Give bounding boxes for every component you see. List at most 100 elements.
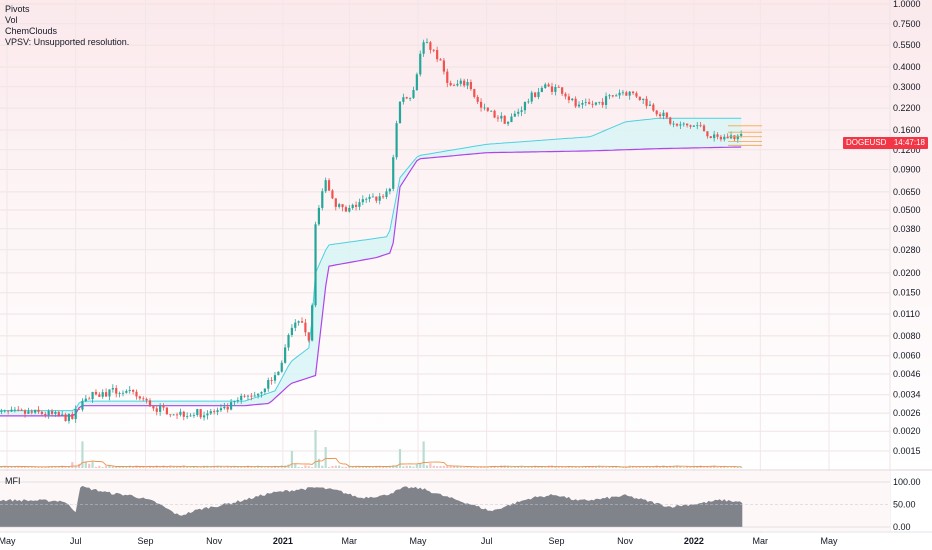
volume-bar	[189, 467, 192, 468]
volume-bar	[635, 466, 638, 468]
volume-bar	[192, 466, 196, 468]
candle-body	[618, 92, 621, 96]
mfi-pane: 100.00 50.00 0.00	[0, 471, 921, 532]
indicator-name[interactable]: VPSV: Unsupported resolution.	[5, 37, 130, 47]
volume-bar	[118, 466, 121, 468]
symbol-name: DOGEUSD	[846, 138, 887, 147]
candle-body	[527, 101, 530, 103]
candle-body	[250, 395, 253, 397]
candle-body	[594, 102, 598, 105]
candle-body	[574, 98, 577, 107]
volume-bar	[706, 465, 709, 468]
time-tick-label: 2021	[273, 536, 293, 546]
candle-body	[351, 204, 354, 208]
volume-bar	[250, 467, 253, 468]
volume-bar	[726, 467, 729, 468]
candle-body	[84, 398, 87, 402]
candle-body	[713, 134, 716, 139]
candle-body	[229, 402, 233, 410]
cloud-upper-line	[0, 117, 742, 412]
volume-bar	[689, 466, 692, 468]
volume-bar	[615, 466, 618, 468]
candle-body	[101, 392, 104, 397]
volume-bar	[219, 466, 223, 468]
volume-bar	[682, 467, 685, 468]
time-tick-label: Mar	[342, 536, 358, 546]
candle-body	[13, 409, 16, 411]
volume-bar	[561, 467, 564, 468]
volume-bar	[142, 466, 145, 468]
volume-bar	[314, 430, 317, 468]
volume-ma-line	[0, 457, 742, 468]
candle-body	[300, 321, 304, 323]
candle-body	[682, 123, 685, 125]
indicator-name[interactable]: Vol	[5, 15, 18, 25]
candle-body	[473, 89, 476, 97]
candle-body	[304, 322, 307, 333]
candle-body	[67, 413, 71, 421]
candle-body	[311, 305, 314, 341]
candle-body	[77, 408, 81, 410]
candle-body	[81, 401, 84, 410]
candle-body	[175, 414, 179, 416]
mfi-legend[interactable]: MFI	[5, 476, 21, 486]
volume-bar	[7, 466, 10, 468]
indicator-name[interactable]: ChemClouds	[5, 26, 58, 36]
volume-bar	[223, 467, 226, 468]
volume-bar	[277, 466, 280, 468]
candle-body	[104, 392, 108, 397]
volume-bar	[290, 450, 293, 468]
candle-body	[246, 395, 250, 397]
volume-bar	[321, 465, 324, 468]
candle-body	[145, 398, 148, 401]
volume-bar	[44, 466, 47, 468]
candle-body	[669, 117, 672, 124]
candle-body	[625, 92, 628, 96]
cloud-lower-line	[0, 146, 742, 417]
candle-body	[125, 390, 128, 393]
volume-bar	[696, 465, 699, 468]
candle-body	[679, 124, 682, 126]
volume-bar	[240, 466, 243, 468]
volume-bar	[101, 467, 104, 468]
volume-bar	[213, 465, 216, 468]
candle-body	[523, 101, 527, 111]
indicator-name[interactable]: Pivots	[5, 4, 30, 14]
candle-body	[726, 136, 729, 139]
candle-body	[37, 409, 40, 412]
candle-body	[165, 407, 168, 415]
volume-bar	[442, 465, 445, 468]
candle-body	[375, 196, 378, 201]
candle-body	[672, 123, 675, 125]
volume-bar	[88, 463, 91, 468]
candle-body	[540, 87, 543, 93]
volume-bar	[64, 467, 67, 468]
volume-bar	[317, 458, 321, 468]
candle-body	[253, 395, 256, 397]
volume-bar	[398, 449, 402, 468]
chart-main-pane[interactable]	[0, 0, 932, 470]
candle-body	[429, 42, 432, 50]
candle-body	[459, 80, 462, 84]
candle-body	[47, 411, 50, 416]
volume-bar	[17, 466, 20, 468]
candle-body	[338, 204, 341, 207]
candle-body	[196, 409, 199, 416]
candle-body	[20, 409, 23, 411]
candle-body	[206, 413, 209, 416]
candle-body	[588, 102, 591, 104]
candle-body	[243, 395, 246, 397]
volume-bar	[226, 465, 229, 468]
candle-body	[419, 53, 422, 75]
candle-body	[381, 196, 385, 198]
volume-bar	[584, 466, 587, 468]
volume-bar	[523, 466, 527, 468]
volume-bar	[567, 465, 570, 468]
candle-body	[547, 84, 550, 87]
price-tick-label: 0.0060	[893, 351, 921, 361]
volume-bar	[402, 466, 405, 468]
mfi-level-label: 100.00	[893, 477, 921, 487]
volume-bar	[658, 466, 662, 468]
candle-body	[172, 414, 175, 416]
